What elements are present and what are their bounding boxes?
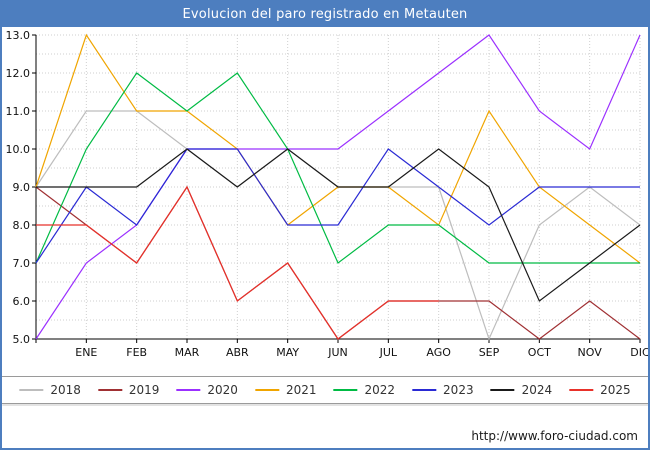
- x-tick-label: MAR: [175, 346, 200, 359]
- y-tick-label: 12.0: [6, 67, 31, 80]
- legend-label-2021: 2021: [285, 383, 317, 397]
- legend-swatch-2020: [176, 389, 201, 391]
- legend-item-2021: 2021: [254, 383, 317, 397]
- x-tick-label: FEB: [126, 346, 147, 359]
- chart-title: Evolucion del paro registrado en Metaute…: [2, 2, 648, 27]
- legend-swatch-2019: [97, 389, 122, 391]
- chart-canvas: 5.0 6.0 7.0 8.0 9.0 10.0 11.0 12.0 13.0 ENE FEB MAR…: [6, 29, 649, 359]
- legend-swatch-2023: [412, 389, 437, 391]
- series-line-2022: [35, 72, 640, 264]
- legend-swatch-2021: [254, 389, 279, 391]
- y-tick-label: 5.0: [13, 333, 31, 346]
- x-tick-label: SEP: [479, 346, 500, 359]
- y-tick-label: 7.0: [13, 257, 31, 270]
- legend-label-2023: 2023: [443, 383, 474, 397]
- y-tick-label: 6.0: [13, 295, 31, 308]
- legend-item-2020: 2020: [176, 383, 238, 397]
- legend-item-2018: 2018: [19, 383, 81, 397]
- series-line-2024: [36, 148, 641, 302]
- legend-item-2025: 2025: [569, 383, 631, 397]
- x-tick-label: ABR: [226, 346, 249, 359]
- y-tick-label: 13.0: [6, 29, 31, 42]
- legend-item-2019: 2019: [97, 383, 160, 397]
- y-tick-label: 11.0: [6, 105, 31, 118]
- legend-label-2018: 2018: [50, 383, 81, 397]
- legend-swatch-2025: [569, 389, 594, 391]
- legend-swatch-2024: [490, 389, 515, 391]
- x-tick-label: JUN: [327, 346, 348, 359]
- x-tick-label: AGO: [426, 346, 451, 359]
- series-line-2023: [35, 148, 640, 264]
- x-tick-label: ENE: [75, 346, 97, 359]
- x-tick-label: OCT: [528, 346, 551, 359]
- legend-label-2020: 2020: [207, 383, 238, 397]
- footer: http://www.foro-ciudad.com: [471, 429, 638, 443]
- y-tick-label: 10.0: [6, 143, 31, 156]
- legend-swatch-2018: [19, 389, 44, 391]
- legend-label-2022: 2022: [364, 383, 396, 397]
- legend-label-2025: 2025: [600, 383, 631, 397]
- x-tick-label: DIC: [630, 346, 648, 359]
- y-tick-label: 9.0: [13, 181, 31, 194]
- legend-item-2022: 2022: [333, 383, 396, 397]
- legend-item-2023: 2023: [412, 383, 474, 397]
- legend-item-2024: 2024: [490, 383, 553, 397]
- foro-ciudad-link[interactable]: http://www.foro-ciudad.com: [471, 429, 638, 443]
- x-tick-label: NOV: [578, 346, 603, 359]
- chart-legend: 2018 2019 2020 2021 2022 2023 2024 2025: [2, 376, 648, 404]
- legend-swatch-2022: [333, 389, 358, 391]
- line-chart: 5.0 6.0 7.0 8.0 9.0 10.0 11.0 12.0 13.0 ENE FEB MAR…: [2, 27, 649, 362]
- y-tick-label: 8.0: [13, 219, 31, 232]
- series-line-2025: [36, 185, 439, 340]
- x-tick-label: MAY: [276, 346, 299, 359]
- axis-labels: 5.0 6.0 7.0 8.0 9.0 10.0 11.0 12.0 13.0 ENE FEB MAR…: [6, 29, 649, 359]
- legend-label-2019: 2019: [128, 383, 160, 397]
- x-tick-label: JUL: [379, 346, 398, 359]
- legend-label-2024: 2024: [521, 383, 553, 397]
